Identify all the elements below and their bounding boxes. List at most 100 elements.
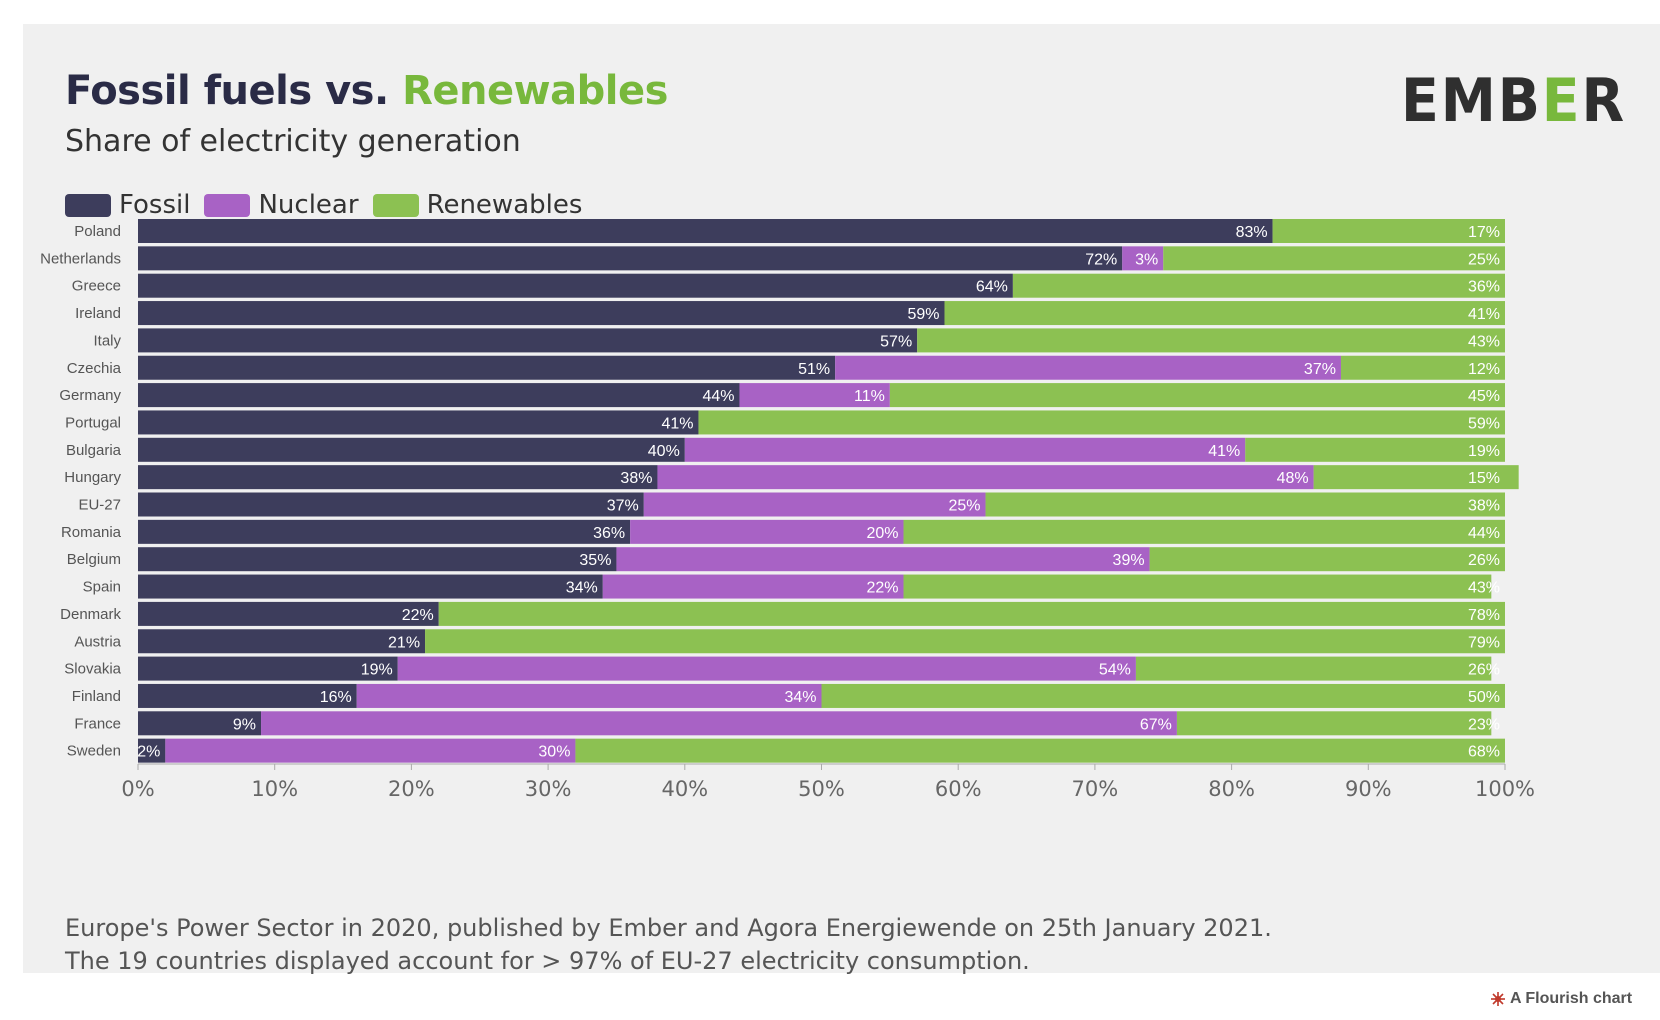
data-label-nuclear-sweden: 30%: [538, 744, 570, 761]
bar-renewables-denmark: [438, 601, 1505, 626]
category-label-denmark: Denmark: [60, 606, 121, 623]
data-label-renewables-italy: 43%: [1468, 333, 1500, 350]
bar-fossil-hungary: [138, 465, 658, 490]
data-label-renewables-france: 23%: [1468, 716, 1500, 733]
category-label-italy: Italy: [93, 332, 121, 349]
bar-renewables-slovakia: [1135, 656, 1492, 681]
data-label-renewables-sweden: 68%: [1468, 744, 1500, 761]
bar-fossil-belgium: [138, 547, 617, 572]
data-label-fossil-bulgaria: 40%: [648, 443, 680, 460]
bar-renewables-greece: [1012, 273, 1505, 298]
bar-fossil-france: [138, 711, 262, 736]
x-tick-label-20: 20%: [388, 777, 435, 801]
bar-nuclear-romania: [630, 519, 904, 544]
data-label-fossil-netherlands: 72%: [1085, 251, 1117, 268]
bar-fossil-bulgaria: [138, 437, 685, 462]
data-label-renewables-austria: 79%: [1468, 634, 1500, 651]
data-label-nuclear-spain: 22%: [866, 580, 898, 597]
bar-fossil-finland: [138, 683, 357, 708]
data-label-renewables-germany: 45%: [1468, 388, 1500, 405]
bar-renewables-netherlands: [1163, 246, 1505, 271]
data-label-fossil-czechia: 51%: [798, 361, 830, 378]
data-label-fossil-hungary: 38%: [620, 470, 652, 487]
bar-renewables-spain: [903, 574, 1492, 599]
x-tick-label-40: 40%: [661, 777, 708, 801]
data-label-renewables-bulgaria: 19%: [1468, 443, 1500, 460]
data-label-fossil-ireland: 59%: [907, 306, 939, 323]
legend-item-renewables[interactable]: Renewables: [372, 190, 582, 220]
legend-item-nuclear[interactable]: Nuclear: [204, 190, 359, 220]
ember-logo: EMBER: [1401, 66, 1631, 136]
bar-fossil-spain: [138, 574, 603, 599]
footnote-line-1: Europe's Power Sector in 2020, published…: [65, 914, 1272, 942]
bar-renewables-czechia: [1340, 355, 1505, 380]
category-label-germany: Germany: [59, 387, 121, 404]
data-label-nuclear-netherlands: 3%: [1135, 251, 1158, 268]
flourish-credit[interactable]: A Flourish chart: [1490, 990, 1632, 1008]
category-label-slovakia: Slovakia: [64, 661, 121, 678]
bar-nuclear-hungary: [657, 465, 1314, 490]
data-label-nuclear-romania: 20%: [866, 525, 898, 542]
x-tick-label-30: 30%: [525, 777, 572, 801]
data-label-fossil-france: 9%: [233, 716, 256, 733]
data-label-nuclear-hungary: 48%: [1277, 470, 1309, 487]
bar-renewables-hungary: [1313, 465, 1519, 490]
bar-renewables-poland: [1272, 219, 1505, 243]
data-label-renewables-poland: 17%: [1468, 224, 1500, 241]
bar-nuclear-belgium: [616, 547, 1150, 572]
data-label-renewables-belgium: 26%: [1468, 552, 1500, 569]
bar-fossil-greece: [138, 273, 1013, 298]
data-label-renewables-finland: 50%: [1468, 689, 1500, 706]
bar-renewables-bulgaria: [1245, 437, 1505, 462]
bar-fossil-romania: [138, 519, 631, 544]
bar-fossil-denmark: [138, 601, 439, 626]
ember-logo-mark: EMBER: [1401, 66, 1624, 136]
category-label-sweden: Sweden: [67, 743, 121, 760]
bar-fossil-italy: [138, 328, 918, 353]
chart-title: Fossil fuels vs. Renewables: [65, 68, 668, 114]
data-label-renewables-denmark: 78%: [1468, 607, 1500, 624]
data-label-renewables-slovakia: 26%: [1468, 662, 1500, 679]
category-label-poland: Poland: [74, 223, 121, 240]
bar-renewables-austria: [425, 629, 1505, 654]
data-label-fossil-sweden: 2%: [137, 744, 160, 761]
category-label-belgium: Belgium: [67, 551, 121, 568]
x-tick-label-70: 70%: [1072, 777, 1119, 801]
bar-fossil-austria: [138, 629, 426, 654]
bar-nuclear-netherlands: [1122, 246, 1164, 271]
data-label-fossil-italy: 57%: [880, 333, 912, 350]
x-tick-label-0: 0%: [121, 777, 154, 801]
bar-fossil-slovakia: [138, 656, 398, 681]
data-label-nuclear-belgium: 39%: [1113, 552, 1145, 569]
category-label-greece: Greece: [72, 278, 121, 295]
category-label-ireland: Ireland: [75, 305, 121, 322]
bar-nuclear-finland: [356, 683, 822, 708]
footnote-line-2: The 19 countries displayed account for >…: [65, 947, 1030, 975]
bar-nuclear-germany: [739, 383, 890, 408]
bar-renewables-ireland: [944, 301, 1505, 326]
data-label-fossil-denmark: 22%: [402, 607, 434, 624]
category-label-spain: Spain: [83, 579, 121, 596]
logo-text-e-accent: E: [1542, 71, 1582, 127]
bar-renewables-eu-27: [985, 492, 1505, 517]
bar-renewables-belgium: [1149, 547, 1505, 572]
x-tick-label-10: 10%: [251, 777, 298, 801]
data-label-renewables-romania: 44%: [1468, 525, 1500, 542]
legend-swatch-nuclear: [204, 193, 251, 217]
x-tick-label-50: 50%: [798, 777, 845, 801]
data-label-nuclear-slovakia: 54%: [1099, 662, 1131, 679]
category-label-france: France: [74, 715, 121, 732]
legend-item-fossil[interactable]: Fossil: [65, 190, 190, 220]
data-label-renewables-czechia: 12%: [1468, 361, 1500, 378]
bar-renewables-portugal: [698, 410, 1505, 435]
bar-renewables-romania: [903, 519, 1505, 544]
category-label-austria: Austria: [74, 633, 121, 650]
flourish-icon: [1491, 992, 1505, 1006]
category-label-netherlands: Netherlands: [40, 250, 121, 267]
data-label-renewables-portugal: 59%: [1468, 415, 1500, 432]
title-main: Fossil fuels vs.: [65, 68, 389, 114]
data-label-nuclear-bulgaria: 41%: [1208, 443, 1240, 460]
data-label-fossil-poland: 83%: [1236, 224, 1268, 241]
logo-text-em: EM: [1401, 71, 1498, 127]
data-label-nuclear-germany: 11%: [854, 388, 885, 405]
